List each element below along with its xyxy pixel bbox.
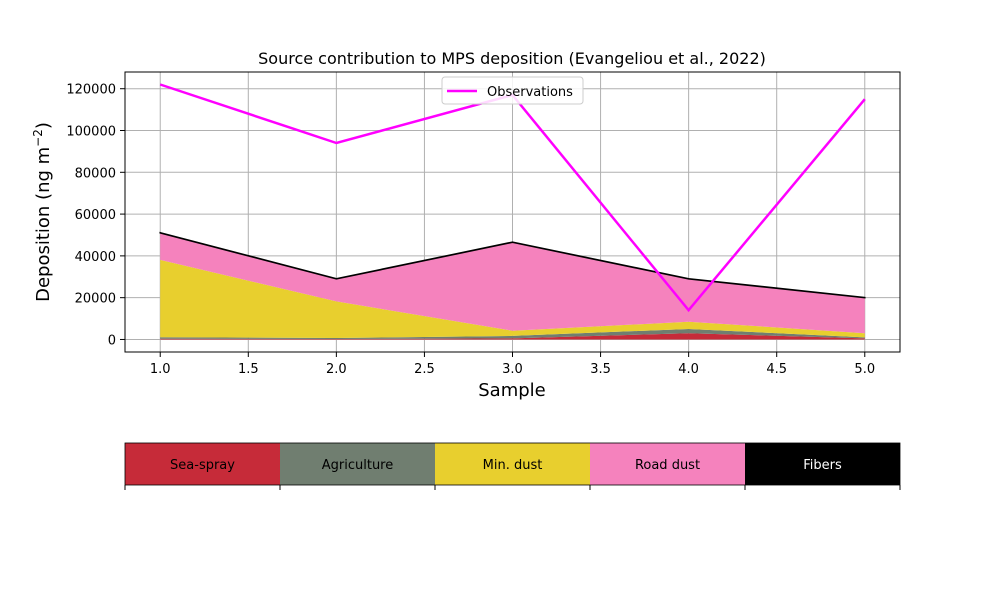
x-tick-label: 2.0 — [326, 362, 347, 377]
y-axis-label: Deposition (ng m−2) — [31, 122, 54, 302]
legend-box — [441, 76, 584, 105]
y-axis-label-main: Deposition (ng m — [33, 147, 54, 302]
swatch-label: Road dust — [635, 458, 700, 473]
swatch-label: Agriculture — [322, 458, 394, 473]
y-tick-label: 40000 — [75, 250, 116, 265]
y-axis-label-close: ) — [33, 122, 54, 129]
stacked-areas — [159, 231, 866, 340]
y-tick-label: 0 — [108, 333, 116, 348]
swatch-road-dust — [590, 443, 745, 485]
x-tick-label: 3.0 — [502, 362, 523, 377]
y-tick-label: 100000 — [66, 125, 116, 140]
swatch-frame — [124, 442, 901, 486]
chart-title: Source contribution to MPS deposition (E… — [258, 49, 766, 68]
x-tick-label: 4.5 — [766, 362, 787, 377]
swatch-fibers — [745, 443, 900, 485]
area-min-dust — [160, 259, 865, 338]
swatch-agriculture — [280, 443, 435, 485]
area-fibers — [159, 231, 866, 299]
source-color-legend: Sea-spray Agriculture Min. dust Road dust Fi… — [124, 442, 901, 490]
area-road-dust — [160, 232, 865, 334]
x-tick-label: 1.0 — [150, 362, 171, 377]
swatch-sea-spray — [125, 443, 280, 485]
x-tick-label: 1.5 — [238, 362, 259, 377]
ticks: 1.0 1.5 2.0 2.5 3.0 3.5 4.0 4.5 5.0 0 20000 40000 60… — [66, 83, 875, 377]
x-tick-label: 5.0 — [854, 362, 875, 377]
swatch-min-dust — [435, 443, 590, 485]
x-tick-label: 3.5 — [590, 362, 611, 377]
y-tick-label: 20000 — [75, 292, 116, 307]
swatch-label: Sea-spray — [170, 458, 235, 473]
y-axis-label-exponent: −2 — [31, 129, 45, 147]
swatch-label: Min. dust — [483, 458, 543, 473]
y-tick-label: 120000 — [66, 83, 116, 98]
x-axis-label: Sample — [478, 380, 546, 401]
y-tick-label: 60000 — [75, 208, 116, 223]
swatch-label: Fibers — [803, 458, 842, 473]
legend-observations-label: Observations — [487, 85, 573, 100]
area-sea-spray — [160, 333, 865, 340]
x-tick-label: 2.5 — [414, 362, 435, 377]
legend: Observations — [441, 76, 584, 105]
area-agriculture — [160, 329, 865, 339]
x-tick-label: 4.0 — [678, 362, 699, 377]
y-tick-label: 80000 — [75, 166, 116, 181]
